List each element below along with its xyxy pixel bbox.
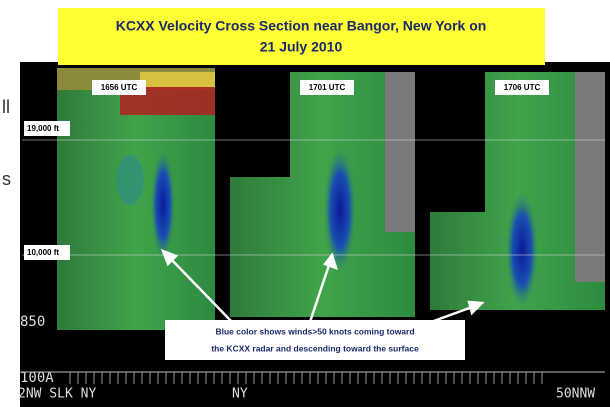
ruler-ticks bbox=[69, 372, 543, 384]
radar-band bbox=[140, 72, 215, 87]
title: KCXX Velocity Cross Section near Bangor,… bbox=[116, 18, 487, 34]
label-box bbox=[24, 245, 70, 260]
radar-band bbox=[385, 72, 415, 232]
radar-echo bbox=[506, 192, 538, 308]
label-box bbox=[300, 80, 354, 95]
title-box bbox=[58, 8, 545, 65]
edge-text: ll bbox=[2, 97, 10, 117]
panel-label: 1706 UTC bbox=[504, 83, 541, 92]
label-box bbox=[495, 80, 549, 95]
bottom-label: NY bbox=[232, 387, 248, 402]
title: 21 July 2010 bbox=[260, 39, 343, 55]
altitude-label: 19,000 ft bbox=[27, 124, 59, 133]
altitude-label: 10,000 ft bbox=[27, 248, 59, 257]
bottom-label: 50NNW bbox=[556, 387, 595, 402]
annotation: the KCXX radar and descending toward the… bbox=[211, 343, 419, 353]
radar-echo bbox=[116, 155, 144, 205]
panel-label: 1656 UTC bbox=[101, 83, 138, 92]
edge-text: s bbox=[2, 169, 11, 189]
label-box bbox=[24, 121, 70, 136]
bottom-label: 2NW SLK NY bbox=[18, 387, 96, 402]
radar-gap bbox=[230, 72, 290, 177]
level-label: 850 bbox=[20, 314, 45, 330]
radar-echo bbox=[151, 150, 175, 260]
radar-gap bbox=[430, 72, 485, 212]
panel-label: 1701 UTC bbox=[309, 83, 346, 92]
level-label: 100A bbox=[20, 370, 54, 386]
annotation: Blue color shows winds>50 knots coming t… bbox=[215, 326, 414, 336]
radar-echo bbox=[324, 148, 356, 272]
label-box bbox=[92, 80, 146, 95]
radar-band bbox=[575, 72, 605, 282]
annotation-box bbox=[165, 320, 465, 360]
